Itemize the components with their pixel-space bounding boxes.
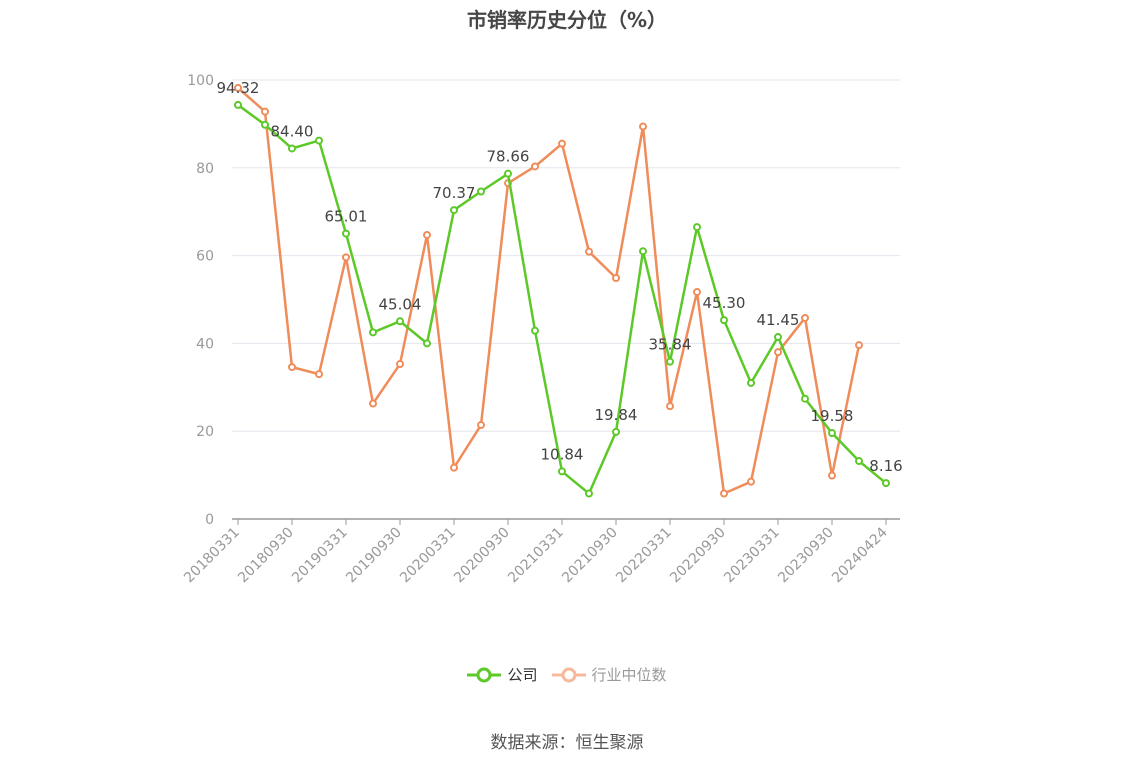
data-point-company <box>774 333 782 342</box>
data-point-company <box>342 229 350 238</box>
data-label: 84.40 <box>271 122 314 140</box>
data-point-industry <box>747 477 755 486</box>
data-point-company <box>720 316 728 325</box>
data-label: 35.84 <box>649 336 692 354</box>
x-tick-label: 20220331 <box>613 525 675 587</box>
data-point-company <box>288 144 296 153</box>
legend-marker-industry <box>551 667 586 682</box>
data-point-industry <box>720 489 728 498</box>
y-tick-label: 80 <box>196 161 214 177</box>
x-tick-label: 20200930 <box>451 525 513 587</box>
x-tick-label: 20200331 <box>397 525 459 587</box>
x-tick-label: 20180331 <box>181 525 243 587</box>
data-point-company <box>315 136 323 145</box>
data-point-company <box>450 206 458 215</box>
data-point-company <box>477 187 485 196</box>
data-point-company <box>261 120 269 129</box>
data-point-industry <box>288 363 296 372</box>
x-tick-label: 20180930 <box>235 525 297 587</box>
data-label: 19.84 <box>595 406 638 424</box>
data-point-industry <box>801 313 809 322</box>
data-point-company <box>423 339 431 348</box>
data-point-industry <box>666 402 674 411</box>
data-point-company <box>855 457 863 466</box>
chart-title: 市销率历史分位（%） <box>466 8 668 32</box>
data-point-company <box>828 429 836 438</box>
data-point-industry <box>450 463 458 472</box>
data-point-industry <box>693 288 701 297</box>
data-label: 70.37 <box>433 184 476 202</box>
legend-item-company[interactable]: 公司 <box>467 664 538 685</box>
data-point-company <box>693 223 701 232</box>
data-point-industry <box>531 162 539 171</box>
legend-item-industry[interactable]: 行业中位数 <box>551 664 667 685</box>
data-point-industry <box>315 370 323 379</box>
data-label: 41.45 <box>757 311 800 329</box>
y-tick-label: 100 <box>187 73 214 89</box>
data-point-industry <box>612 273 620 282</box>
data-label: 8.16 <box>869 457 902 475</box>
data-point-company <box>882 479 890 488</box>
legend-label-company: 公司 <box>507 666 538 684</box>
x-tick-label: 20190331 <box>289 525 351 587</box>
data-point-company <box>396 317 404 326</box>
legend-label-industry: 行业中位数 <box>591 666 667 684</box>
source-note: 数据来源：恒生聚源 <box>490 733 644 753</box>
data-point-industry <box>855 341 863 350</box>
data-point-industry <box>585 247 593 256</box>
data-point-company <box>558 467 566 476</box>
x-tick-label: 20240424 <box>829 524 891 586</box>
data-label: 94.32 <box>217 79 260 97</box>
y-tick-label: 60 <box>196 249 214 265</box>
data-point-industry <box>369 399 377 408</box>
data-label: 10.84 <box>541 445 584 463</box>
legend: 公司 行业中位数 <box>0 664 1134 685</box>
data-point-company <box>612 427 620 436</box>
data-point-industry <box>396 360 404 369</box>
x-tick-label: 20190930 <box>343 525 405 587</box>
data-label: 78.66 <box>487 148 530 166</box>
y-tick-label: 20 <box>196 424 214 440</box>
data-label: 65.01 <box>325 208 368 226</box>
y-tick-label: 0 <box>205 512 214 528</box>
data-point-industry <box>342 253 350 262</box>
data-point-industry <box>774 348 782 357</box>
data-point-company <box>639 247 647 256</box>
x-tick-label: 20220930 <box>667 525 729 587</box>
x-tick-label: 20230331 <box>721 525 783 587</box>
data-point-industry <box>558 139 566 148</box>
data-label: 45.04 <box>379 295 422 313</box>
data-point-industry <box>639 122 647 131</box>
data-point-company <box>585 489 593 498</box>
x-tick-label: 20210331 <box>505 525 567 587</box>
data-point-company <box>369 328 377 337</box>
series-lines <box>234 83 890 498</box>
data-point-company <box>747 378 755 387</box>
data-point-company <box>504 169 512 178</box>
data-label: 45.30 <box>703 294 746 312</box>
data-point-industry <box>477 421 485 430</box>
x-tick-label: 20230930 <box>775 525 837 587</box>
data-point-industry <box>234 83 242 92</box>
series-line-industry <box>237 86 861 495</box>
data-label: 19.58 <box>811 407 854 425</box>
x-tick-label: 20210930 <box>559 525 621 587</box>
data-point-industry <box>828 471 836 480</box>
data-point-company <box>801 394 809 403</box>
data-point-industry <box>261 107 269 116</box>
grid-lines <box>232 79 900 432</box>
data-point-industry <box>423 230 431 239</box>
legend-marker-company <box>467 667 502 682</box>
data-point-company <box>531 326 539 335</box>
data-point-company <box>234 100 242 109</box>
data-point-company <box>666 357 674 366</box>
data-labels: 94.32 84.40 65.01 45.04 70.37 78.66 10.84 19.84… <box>217 79 903 475</box>
y-tick-label: 40 <box>196 336 214 352</box>
